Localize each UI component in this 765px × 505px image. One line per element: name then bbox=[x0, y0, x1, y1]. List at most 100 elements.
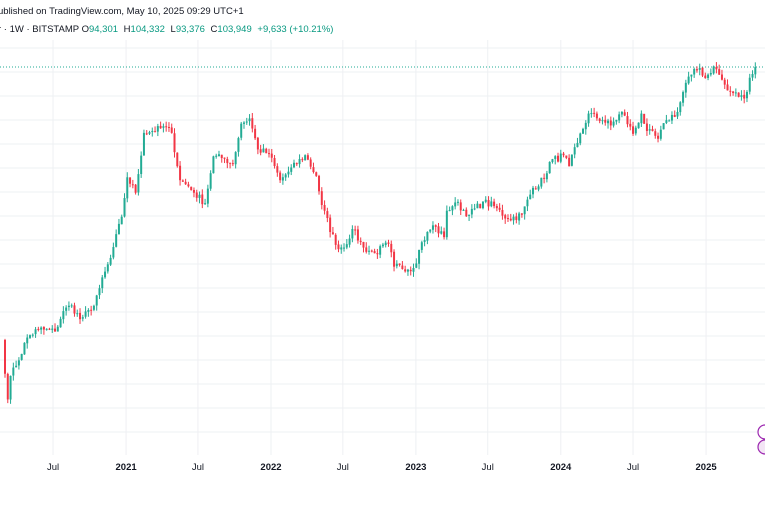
candle-body bbox=[340, 247, 343, 250]
candle-body bbox=[279, 172, 282, 181]
candle-body bbox=[181, 180, 184, 182]
candle-body bbox=[381, 244, 384, 247]
candle-body bbox=[726, 84, 729, 91]
candle-body bbox=[67, 305, 70, 308]
candle-body bbox=[137, 174, 140, 193]
candle-body bbox=[387, 242, 390, 244]
candle-body bbox=[406, 269, 409, 272]
candle-body bbox=[198, 194, 201, 198]
candle-body bbox=[470, 208, 473, 215]
candle-body bbox=[418, 249, 421, 264]
candle-body bbox=[570, 154, 573, 166]
candle-body bbox=[90, 309, 93, 311]
candle-body bbox=[15, 365, 18, 368]
candle-body bbox=[245, 121, 248, 123]
candle-body bbox=[545, 173, 548, 180]
candle-body bbox=[334, 234, 337, 245]
candle-body bbox=[129, 177, 132, 184]
candle-body bbox=[315, 172, 318, 176]
candle-body bbox=[640, 113, 643, 124]
candle-body bbox=[54, 328, 57, 332]
candle-body bbox=[734, 92, 737, 94]
event-marker-icon bbox=[757, 439, 765, 455]
candle-body bbox=[356, 229, 359, 241]
candle-body bbox=[159, 125, 162, 129]
x-tick-label: Jul bbox=[192, 462, 204, 473]
x-tick-label: 2024 bbox=[550, 462, 572, 473]
candle-body bbox=[109, 257, 112, 265]
candle-body bbox=[540, 177, 543, 187]
candle-body bbox=[226, 158, 229, 164]
candle-body bbox=[676, 111, 679, 117]
candle-body bbox=[723, 79, 726, 85]
candle-body bbox=[290, 167, 293, 172]
x-tick-label: Jul bbox=[627, 462, 639, 473]
candle-body bbox=[634, 127, 637, 134]
candle-body bbox=[281, 177, 284, 181]
candle-body bbox=[409, 269, 412, 272]
candle-body bbox=[318, 175, 321, 192]
candle-body bbox=[740, 95, 743, 97]
candle-body bbox=[134, 184, 137, 193]
candle-body bbox=[301, 159, 304, 161]
candle-body bbox=[687, 76, 690, 84]
candle-body bbox=[87, 310, 90, 312]
candle-body bbox=[106, 264, 109, 272]
candle-body bbox=[276, 166, 279, 173]
candle-body bbox=[206, 188, 209, 204]
candle-body bbox=[665, 120, 668, 123]
candle-body bbox=[751, 73, 754, 78]
candle-body bbox=[195, 192, 198, 198]
candle-body bbox=[131, 184, 134, 186]
candle-body bbox=[698, 68, 701, 70]
candle-body bbox=[142, 132, 145, 156]
candle-body bbox=[234, 152, 237, 165]
candle-body bbox=[112, 247, 115, 258]
candle-body bbox=[148, 132, 151, 134]
candle-body bbox=[201, 194, 204, 205]
candle-body bbox=[601, 120, 604, 122]
candle-body bbox=[745, 91, 748, 99]
candle-body bbox=[440, 231, 443, 234]
candle-body bbox=[51, 328, 54, 330]
candle-body bbox=[662, 123, 665, 130]
candle-body bbox=[443, 231, 446, 238]
candle-body bbox=[651, 129, 654, 132]
candle-body bbox=[637, 122, 640, 129]
candle-body bbox=[732, 91, 735, 94]
candle-body bbox=[490, 201, 493, 207]
candle-body bbox=[648, 129, 651, 131]
candle-body bbox=[92, 305, 95, 310]
low-value: 93,376 bbox=[175, 24, 205, 35]
candle-body bbox=[484, 199, 487, 202]
candle-body bbox=[465, 209, 468, 217]
candle-body bbox=[707, 74, 710, 78]
candle-body bbox=[187, 184, 190, 187]
candle-body bbox=[140, 155, 143, 175]
candle-body bbox=[607, 120, 610, 124]
candle-body bbox=[156, 126, 159, 132]
symbol-label: r · 1W · BITSTAMP bbox=[0, 24, 79, 35]
candle-body bbox=[329, 217, 332, 233]
candle-body bbox=[70, 305, 73, 307]
candle-body bbox=[593, 112, 596, 114]
candle-body bbox=[690, 74, 693, 77]
candle-body bbox=[348, 238, 351, 245]
candle-body bbox=[657, 135, 660, 139]
candle-body bbox=[267, 153, 270, 155]
candle-body bbox=[420, 242, 423, 250]
candle-body bbox=[45, 328, 48, 330]
candle-body bbox=[620, 111, 623, 115]
candle-body bbox=[154, 131, 157, 133]
candle-body bbox=[145, 133, 148, 135]
candle-body bbox=[390, 243, 393, 253]
candle-body bbox=[173, 133, 176, 153]
candle-body bbox=[337, 244, 340, 250]
candle-body bbox=[376, 253, 379, 255]
candle-body bbox=[518, 213, 521, 221]
candle-body bbox=[479, 204, 482, 209]
candle-body bbox=[715, 66, 718, 70]
candle-body bbox=[209, 173, 212, 189]
